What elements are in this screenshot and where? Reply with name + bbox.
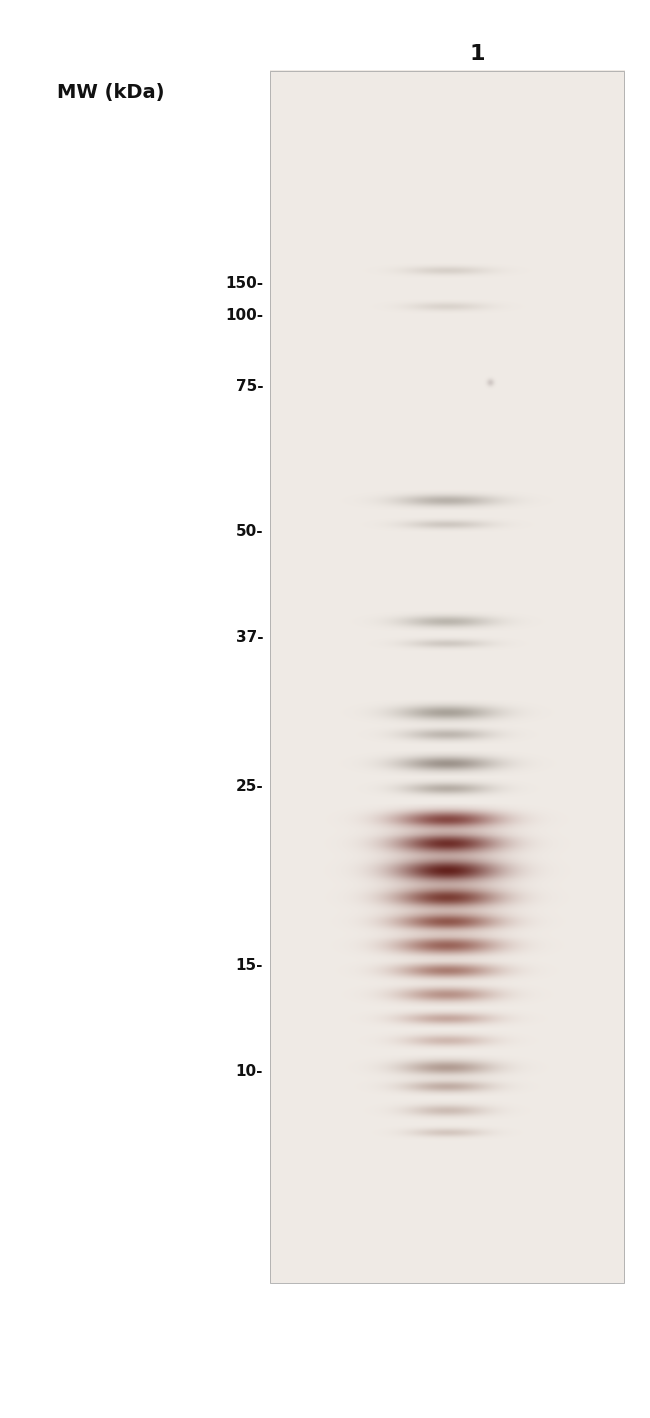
Text: 75-: 75- <box>235 379 263 394</box>
Text: 15-: 15- <box>236 959 263 973</box>
Text: 37-: 37- <box>235 630 263 645</box>
Bar <box>270 71 624 1283</box>
Text: 25-: 25- <box>235 778 263 794</box>
Text: 150-: 150- <box>225 275 263 291</box>
Text: 10-: 10- <box>236 1064 263 1079</box>
Text: MW (kDa): MW (kDa) <box>57 82 164 102</box>
Text: 50-: 50- <box>235 525 263 539</box>
Text: 1: 1 <box>470 44 486 64</box>
Text: 100-: 100- <box>225 308 263 323</box>
